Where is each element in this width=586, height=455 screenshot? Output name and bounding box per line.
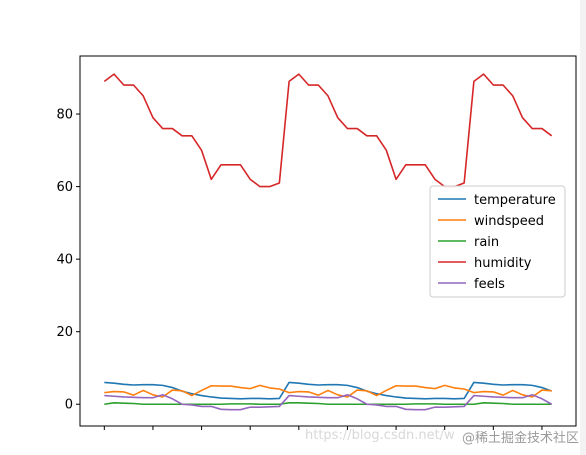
legend-label-humidity: humidity [474,256,532,271]
y-tick-label: 80 [56,108,73,123]
y-tick-label: 0 [65,398,73,413]
series-line-rain [104,401,552,406]
watermark-brand: @稀土掘金技术社区 [462,431,580,446]
x-axis [103,426,543,430]
series-layer [103,73,553,411]
y-tick-label: 40 [56,253,73,268]
legend-label-windspeed: windspeed [474,214,544,229]
y-tick-label: 20 [56,325,73,340]
series-line-humidity [103,73,553,188]
plot-frame [79,55,577,427]
window-edge [580,0,586,455]
y-axis: 0 20 40 60 80 [56,108,80,413]
legend: temperature windspeed rain humidity feels [429,185,566,298]
y-tick-label: 60 [56,180,73,195]
series-line-windspeed [104,384,552,398]
legend-label-feels: feels [474,277,505,292]
legend-label-rain: rain [474,235,499,250]
legend-box [429,185,566,298]
watermark-url: https://blog.csdn.net/w [305,428,455,443]
series-line-feels [104,393,553,411]
legend-label-temperature: temperature [474,193,556,208]
